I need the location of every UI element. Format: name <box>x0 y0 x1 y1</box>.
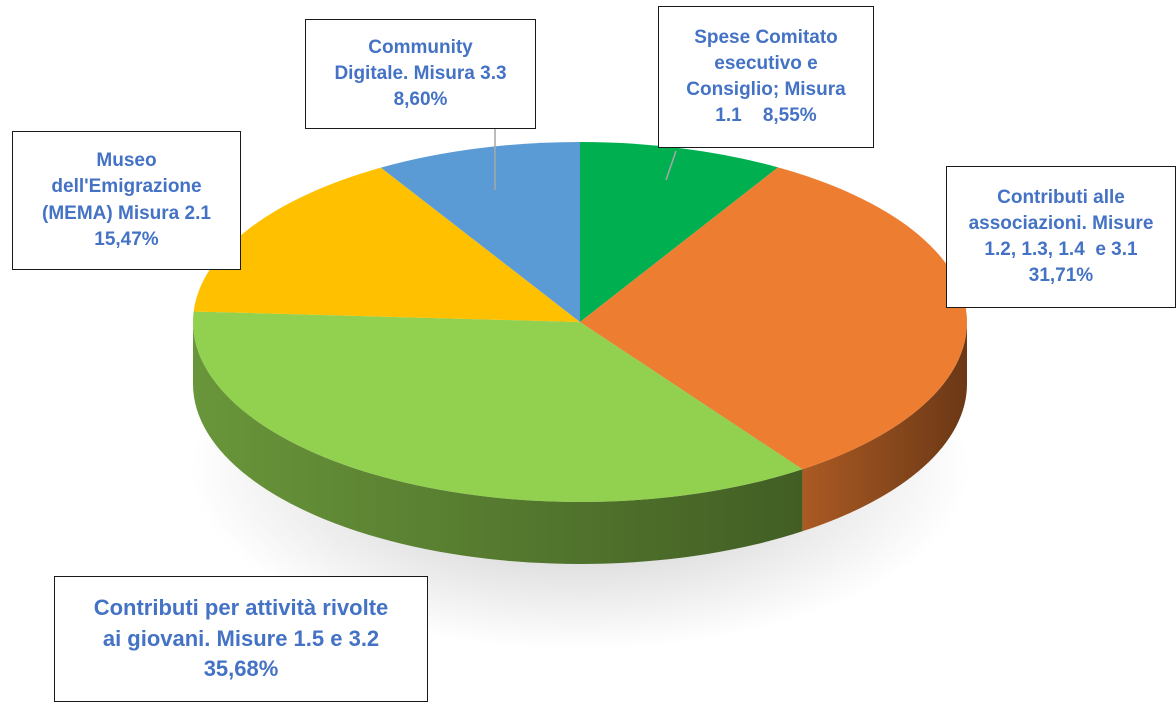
data-label-line: Digitale. Misura 3.3 <box>334 62 507 84</box>
data-label-line: esecutivo e <box>714 52 818 74</box>
data-label-line: 15,47% <box>94 228 159 250</box>
leader-line-0 <box>665 150 677 181</box>
leader-lines <box>494 129 677 190</box>
pie-slice-1 <box>580 167 967 470</box>
pie-slice-0 <box>580 142 779 322</box>
data-label-4: Community Digitale. Misura 3.3 8,60% <box>305 19 536 129</box>
data-label-line: Community <box>368 36 473 58</box>
data-label-1: Contributi alle associazioni. Misure 1.2, … <box>946 166 1176 308</box>
data-label-0: Spese Comitato esecutivo e Consiglio; Misu… <box>658 6 874 148</box>
data-label-line: Museo <box>96 150 157 172</box>
data-label-2: Contributi per attività rivolte ai giovan… <box>54 576 428 702</box>
data-label-line: ai giovani. Misure 1.5 e 3.2 <box>102 625 380 651</box>
pie-side-2 <box>193 322 803 564</box>
pie-sides <box>193 322 967 564</box>
data-label-line: associazioni. Misure <box>968 212 1154 234</box>
pie-tops <box>193 142 967 503</box>
data-label-line: 1.1 8,55% <box>715 105 817 127</box>
data-label-line: 31,71% <box>1028 265 1094 287</box>
data-label-line: Spese Comitato <box>694 26 838 48</box>
data-label-line: (MEMA) Misura 2.1 <box>42 202 211 224</box>
data-label-line: Consiglio; Misura <box>686 79 846 100</box>
pie-slice-3 <box>193 167 580 322</box>
data-label-line: Contributi per attività rivolte <box>93 595 389 621</box>
data-label-line: 1.2, 1.3, 1.4 e 3.1 <box>984 239 1138 260</box>
data-label-line: Contributi alle <box>997 186 1125 208</box>
pie-side-1 <box>802 322 967 532</box>
data-label-line: 35,68% <box>203 656 279 682</box>
data-label-line: 8,60% <box>393 89 448 111</box>
data-label-3: Museo dell'Emigrazione (MEMA) Misura 2.1 15… <box>12 131 241 270</box>
data-label-line: dell'Emigrazione <box>51 176 202 198</box>
pie-slice-2 <box>193 311 803 503</box>
pie-slice-4 <box>380 142 580 322</box>
